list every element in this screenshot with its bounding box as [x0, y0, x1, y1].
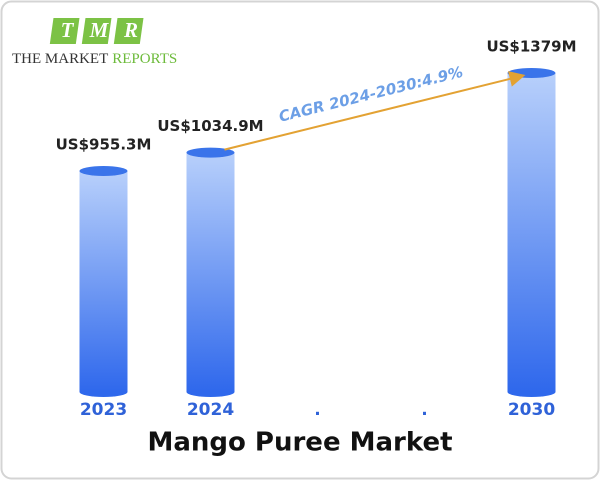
value-label: US$1034.9M: [157, 117, 263, 135]
x-tick-label: .: [421, 400, 427, 420]
logo-box: [113, 18, 144, 44]
logo-name: THE MARKET REPORTS: [12, 51, 177, 67]
logo-box: [49, 18, 80, 44]
bar-top: [507, 68, 556, 78]
x-tick-label: 2023: [80, 400, 127, 420]
x-tick-label: 2024: [187, 400, 234, 420]
bar: [186, 152, 235, 392]
chart-title: Mango Puree Market: [147, 428, 452, 458]
bar-top: [79, 166, 128, 177]
logo-letter: M: [89, 18, 110, 42]
logo-name-accent: REPORTS: [112, 51, 177, 67]
bar-top: [186, 147, 235, 158]
logo-letter: T: [61, 18, 75, 42]
x-tick-label: .: [314, 400, 320, 420]
value-label: US$955.3M: [56, 136, 152, 154]
logo-name-main: THE MARKET: [12, 51, 108, 67]
cagr-arrow: [224, 71, 526, 151]
bar: [507, 73, 556, 392]
logo: T M R THE MARKET REPORTS: [12, 18, 177, 68]
value-label: US$1379M: [486, 38, 576, 56]
x-tick-label: 2030: [508, 400, 555, 420]
logo-letter: R: [123, 18, 138, 42]
logo-box: [81, 18, 112, 44]
bar: [79, 171, 128, 392]
